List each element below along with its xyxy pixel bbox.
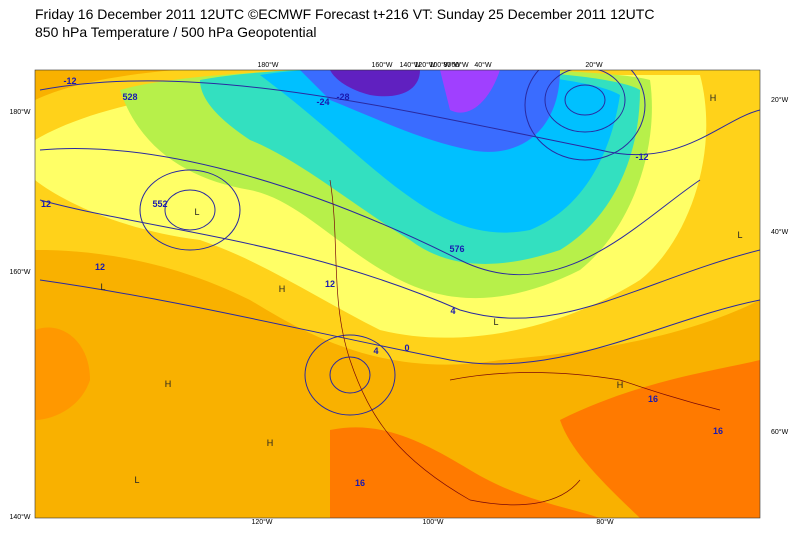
- pressure-center: L: [100, 282, 105, 292]
- pressure-center: H: [617, 380, 624, 390]
- pressure-center: L: [493, 317, 498, 327]
- coordinate-label: 140°W: [399, 61, 420, 69]
- coordinate-label: 120°W: [414, 61, 435, 69]
- contour-label: 4: [450, 306, 455, 316]
- coordinate-label: 160°W: [371, 61, 392, 69]
- contour-label: 16: [713, 426, 723, 436]
- contour-label: 12: [325, 279, 335, 289]
- contour-label: -12: [63, 76, 76, 86]
- coordinate-label: 20°W: [585, 61, 603, 69]
- coordinate-label: 60°W: [771, 428, 789, 436]
- contour-label: -28: [336, 92, 349, 102]
- contour-label: -12: [635, 152, 648, 162]
- coordinate-label: 180°W: [257, 61, 278, 69]
- contour-label: 4: [373, 346, 378, 356]
- contour-label: 16: [355, 478, 365, 488]
- pressure-center: L: [737, 230, 742, 240]
- coordinate-label: 40°W: [474, 61, 492, 69]
- coordinate-label: 20°W: [771, 96, 789, 104]
- title: Friday 16 December 2011 12UTC ©ECMWF For…: [35, 6, 655, 22]
- contour-label: 0: [404, 343, 409, 353]
- coordinate-label: 120°W: [251, 518, 272, 526]
- coordinate-label: 140°W: [9, 513, 30, 521]
- pressure-center: H: [279, 284, 286, 294]
- temperature-field: [35, 70, 760, 518]
- contour-label: 12: [95, 262, 105, 272]
- contour-label: 552: [152, 199, 167, 209]
- pressure-center: H: [710, 93, 717, 103]
- pressure-center: L: [134, 475, 139, 485]
- contour-label: 12: [41, 199, 51, 209]
- pressure-center: H: [165, 379, 172, 389]
- pressure-center: L: [194, 207, 199, 217]
- subtitle: 850 hPa Temperature / 500 hPa Geopotenti…: [35, 24, 317, 40]
- coordinate-label: 180°W: [9, 108, 30, 116]
- coordinate-label: 100°W: [429, 61, 450, 69]
- contour-label: 576: [449, 244, 464, 254]
- pressure-center: H: [267, 438, 274, 448]
- coordinate-label: 100°W: [422, 518, 443, 526]
- contour-label: 528: [122, 92, 137, 102]
- coordinate-label: 80°W: [443, 61, 461, 69]
- contour-label: -24: [316, 97, 329, 107]
- coordinate-label: 40°W: [771, 228, 789, 236]
- coordinate-label: 60°W: [451, 61, 469, 69]
- coordinate-label: 160°W: [9, 268, 30, 276]
- contour-label: 16: [648, 394, 658, 404]
- coordinate-label: 80°W: [596, 518, 614, 526]
